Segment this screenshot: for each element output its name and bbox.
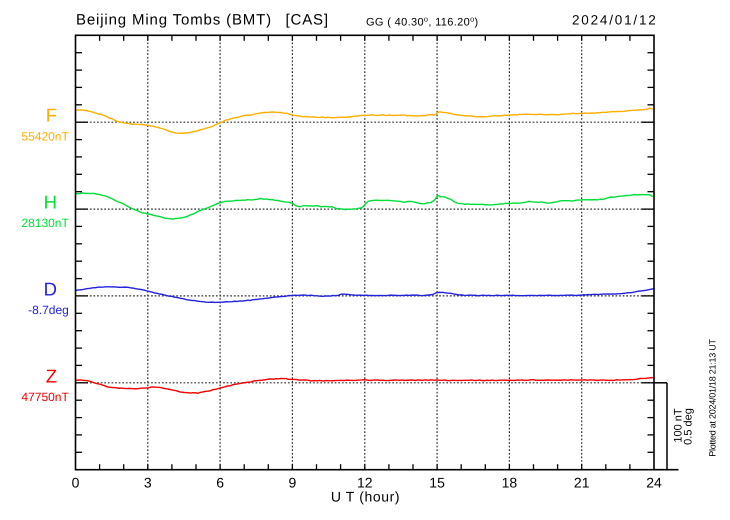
svg-text:21: 21 xyxy=(574,475,590,491)
svg-text:3: 3 xyxy=(144,475,152,491)
svg-text:F: F xyxy=(46,105,57,126)
svg-text:24: 24 xyxy=(646,475,662,491)
svg-text:2024/01/12: 2024/01/12 xyxy=(572,13,658,28)
svg-text:Plotted at 2024/01/18 21:13 UT: Plotted at 2024/01/18 21:13 UT xyxy=(708,338,718,456)
svg-text:6: 6 xyxy=(216,475,224,491)
svg-text:U T (hour): U T (hour) xyxy=(331,489,400,505)
svg-text:15: 15 xyxy=(429,475,445,491)
svg-text:Beijing Ming Tombs (BMT): Beijing Ming Tombs (BMT) xyxy=(76,12,272,29)
svg-text:-8.7deg: -8.7deg xyxy=(28,303,69,317)
svg-text:12: 12 xyxy=(357,475,373,491)
svg-text:18: 18 xyxy=(502,475,518,491)
svg-text:H: H xyxy=(44,192,57,213)
svg-text:55420nT: 55420nT xyxy=(21,129,69,143)
svg-text:0.5 deg: 0.5 deg xyxy=(683,408,695,445)
svg-text:47750nT: 47750nT xyxy=(21,390,69,404)
svg-text:9: 9 xyxy=(289,475,297,491)
svg-text:Z: Z xyxy=(46,365,57,386)
svg-text:100 nT: 100 nT xyxy=(673,408,685,443)
svg-text:D: D xyxy=(44,278,57,299)
svg-text:[CAS]: [CAS] xyxy=(286,12,329,29)
svg-text:0: 0 xyxy=(72,475,80,491)
svg-text:GG ( 40.30o, 116.20o): GG ( 40.30o, 116.20o) xyxy=(366,14,479,28)
svg-text:28130nT: 28130nT xyxy=(21,216,69,230)
